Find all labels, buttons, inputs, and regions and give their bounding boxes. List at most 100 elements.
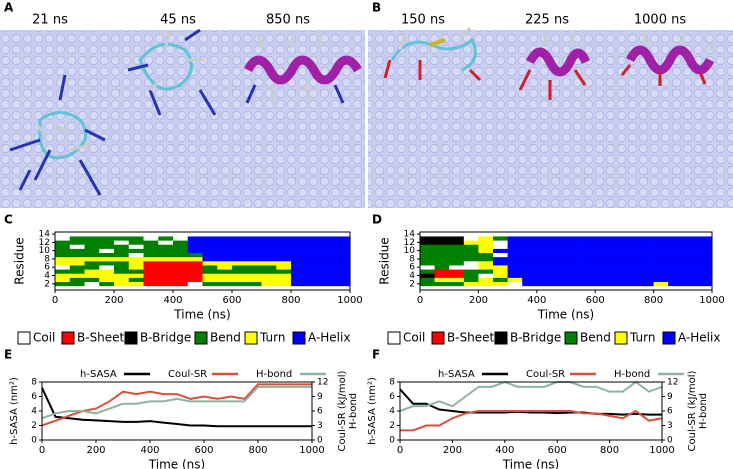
heat-cell (463, 265, 479, 270)
y-tick-label: 10 (404, 246, 416, 256)
heat-cell (420, 281, 435, 287)
heat-cell (187, 232, 203, 237)
heat-cell (55, 285, 71, 291)
heat-cell (697, 232, 713, 237)
legend-swatch (387, 331, 401, 345)
heat-cell (478, 240, 494, 245)
heat-cell (551, 244, 567, 249)
heat-cell (202, 232, 218, 237)
legend-label: B-Bridge (140, 331, 191, 345)
heat-cell (434, 269, 450, 274)
heat-cell (69, 240, 85, 245)
heat-cell (232, 281, 248, 287)
heat-cell (276, 240, 292, 245)
heat-cell (668, 256, 684, 262)
heat-cell (232, 236, 248, 241)
legend-label: h-SASA (80, 369, 117, 380)
heat-cell (202, 265, 218, 270)
heat-cell (551, 281, 567, 287)
heat-cell (478, 252, 494, 258)
heat-cell (478, 244, 494, 249)
heat-cell (114, 265, 130, 270)
heat-cell (55, 256, 71, 262)
heat-cell (493, 232, 508, 237)
y-tick-label: 8 (44, 254, 50, 264)
heat-cell (246, 273, 262, 278)
heat-cell (335, 261, 351, 266)
y-tick-label: 8 (31, 378, 37, 388)
heat-cell (143, 261, 159, 266)
heat-cell (624, 269, 640, 274)
heat-cell (187, 269, 203, 274)
heat-cell (69, 248, 85, 254)
heat-cell (507, 261, 523, 266)
heat-cell (580, 248, 596, 254)
heat-cell (493, 244, 508, 249)
legend-swatch (292, 331, 306, 345)
heat-cell (55, 281, 71, 287)
heat-cell (335, 232, 351, 237)
x-axis-title: Time (ns) (537, 308, 594, 322)
heat-cell (291, 244, 307, 249)
heat-cell (173, 269, 189, 274)
heat-cell (522, 240, 538, 245)
heat-cell (434, 232, 450, 237)
heat-cell (276, 261, 292, 266)
heat-cell (522, 236, 538, 241)
heat-cell (305, 256, 321, 262)
legend-label: h-SASA (438, 369, 475, 380)
heat-cell (595, 281, 611, 287)
heat-cell (320, 281, 336, 287)
heat-cell (420, 256, 435, 262)
heat-cell (246, 256, 262, 262)
heat-cell (128, 281, 144, 287)
heat-cell (84, 261, 100, 266)
y2-tick-label: 6 (667, 407, 673, 417)
heat-cell (99, 285, 115, 291)
heat-cell (261, 277, 277, 283)
heat-cell (84, 256, 100, 262)
y-tick-label: 6 (409, 263, 415, 273)
heat-cell (609, 285, 625, 291)
heat-cell (335, 277, 351, 283)
heat-cell (55, 277, 71, 283)
heat-cell (232, 277, 248, 283)
heat-cell (305, 244, 321, 249)
series-line (399, 380, 663, 412)
heat-cell (69, 261, 85, 266)
y2-tick-label: 0 (317, 436, 323, 446)
heat-cell (463, 236, 479, 241)
heat-cell (682, 269, 698, 274)
heat-cell (158, 277, 174, 283)
heat-cell (697, 277, 713, 283)
heat-cell (536, 248, 552, 254)
heat-cell (668, 236, 684, 241)
heat-cell (69, 265, 85, 270)
y-tick-label: 0 (389, 436, 395, 446)
heat-cell (276, 256, 292, 262)
series-line (400, 409, 663, 432)
heat-cell (261, 281, 277, 287)
time-label: 850 ns (266, 13, 310, 28)
heat-cell (246, 252, 262, 258)
y2-tick-label: 9 (667, 392, 673, 402)
heat-cell (449, 285, 465, 291)
heat-cell (291, 273, 307, 278)
heat-cell (84, 236, 100, 241)
heat-cell (697, 252, 713, 258)
heat-cell (55, 269, 71, 274)
y2-tick-label: 12 (667, 378, 678, 388)
heat-cell (69, 236, 85, 241)
heat-cell (522, 281, 538, 287)
heat-cell (84, 248, 100, 254)
heat-cell (493, 277, 508, 283)
heat-cell (434, 236, 450, 241)
heat-cell (624, 244, 640, 249)
heat-cell (449, 244, 465, 249)
y2-axis-title: H-bond (348, 393, 359, 429)
heat-cell (478, 248, 494, 254)
y-tick-label: 4 (31, 407, 37, 417)
heat-cell (697, 273, 713, 278)
heat-cell (434, 256, 450, 262)
legend-label: Coil (403, 331, 425, 345)
